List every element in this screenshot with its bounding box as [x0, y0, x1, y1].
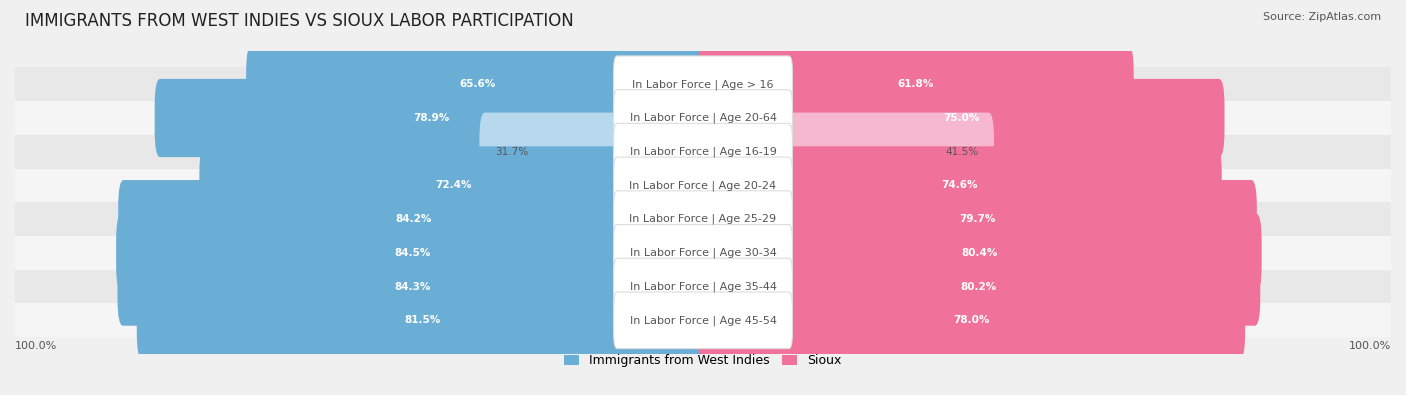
- Text: In Labor Force | Age 35-44: In Labor Force | Age 35-44: [630, 281, 776, 292]
- FancyBboxPatch shape: [613, 292, 793, 349]
- Text: 81.5%: 81.5%: [405, 315, 440, 325]
- FancyBboxPatch shape: [118, 247, 709, 326]
- FancyBboxPatch shape: [697, 146, 1222, 224]
- Bar: [15, 236, 1391, 270]
- Text: 41.5%: 41.5%: [945, 147, 979, 157]
- Text: Source: ZipAtlas.com: Source: ZipAtlas.com: [1263, 12, 1381, 22]
- FancyBboxPatch shape: [479, 113, 709, 191]
- Text: In Labor Force | Age 16-19: In Labor Force | Age 16-19: [630, 147, 776, 157]
- Text: 84.2%: 84.2%: [395, 214, 432, 224]
- FancyBboxPatch shape: [118, 180, 709, 258]
- Text: 75.0%: 75.0%: [943, 113, 979, 123]
- FancyBboxPatch shape: [117, 214, 709, 292]
- FancyBboxPatch shape: [155, 79, 709, 157]
- FancyBboxPatch shape: [613, 56, 793, 113]
- Text: IMMIGRANTS FROM WEST INDIES VS SIOUX LABOR PARTICIPATION: IMMIGRANTS FROM WEST INDIES VS SIOUX LAB…: [25, 12, 574, 30]
- Text: 79.7%: 79.7%: [959, 214, 995, 224]
- FancyBboxPatch shape: [697, 180, 1257, 258]
- Text: In Labor Force | Age 20-24: In Labor Force | Age 20-24: [630, 180, 776, 191]
- FancyBboxPatch shape: [697, 281, 1246, 359]
- Text: 80.4%: 80.4%: [962, 248, 998, 258]
- FancyBboxPatch shape: [246, 45, 709, 123]
- FancyBboxPatch shape: [697, 113, 994, 191]
- Text: 84.5%: 84.5%: [394, 248, 430, 258]
- Text: 61.8%: 61.8%: [897, 79, 934, 89]
- Text: 31.7%: 31.7%: [495, 147, 529, 157]
- Text: In Labor Force | Age 30-34: In Labor Force | Age 30-34: [630, 248, 776, 258]
- FancyBboxPatch shape: [136, 281, 709, 359]
- Text: 78.9%: 78.9%: [413, 113, 450, 123]
- FancyBboxPatch shape: [613, 258, 793, 315]
- Text: 78.0%: 78.0%: [953, 315, 990, 325]
- FancyBboxPatch shape: [613, 123, 793, 180]
- Text: In Labor Force | Age > 16: In Labor Force | Age > 16: [633, 79, 773, 90]
- Bar: [15, 68, 1391, 101]
- Text: 84.3%: 84.3%: [395, 282, 432, 292]
- Text: In Labor Force | Age 20-64: In Labor Force | Age 20-64: [630, 113, 776, 123]
- FancyBboxPatch shape: [613, 90, 793, 146]
- FancyBboxPatch shape: [613, 224, 793, 281]
- Bar: [15, 270, 1391, 303]
- Text: 100.0%: 100.0%: [1348, 340, 1391, 351]
- Bar: [15, 169, 1391, 202]
- Bar: [15, 303, 1391, 337]
- FancyBboxPatch shape: [697, 247, 1260, 326]
- FancyBboxPatch shape: [697, 214, 1261, 292]
- Text: In Labor Force | Age 25-29: In Labor Force | Age 25-29: [630, 214, 776, 224]
- Text: 100.0%: 100.0%: [15, 340, 58, 351]
- Text: 74.6%: 74.6%: [942, 181, 979, 190]
- Bar: [15, 101, 1391, 135]
- FancyBboxPatch shape: [697, 79, 1225, 157]
- FancyBboxPatch shape: [613, 157, 793, 214]
- FancyBboxPatch shape: [200, 146, 709, 224]
- Bar: [15, 135, 1391, 169]
- Legend: Immigrants from West Indies, Sioux: Immigrants from West Indies, Sioux: [560, 349, 846, 372]
- Text: 72.4%: 72.4%: [436, 181, 472, 190]
- Text: 80.2%: 80.2%: [960, 282, 997, 292]
- Text: 65.6%: 65.6%: [460, 79, 495, 89]
- FancyBboxPatch shape: [613, 191, 793, 247]
- FancyBboxPatch shape: [697, 45, 1133, 123]
- Bar: [15, 202, 1391, 236]
- Text: In Labor Force | Age 45-54: In Labor Force | Age 45-54: [630, 315, 776, 325]
